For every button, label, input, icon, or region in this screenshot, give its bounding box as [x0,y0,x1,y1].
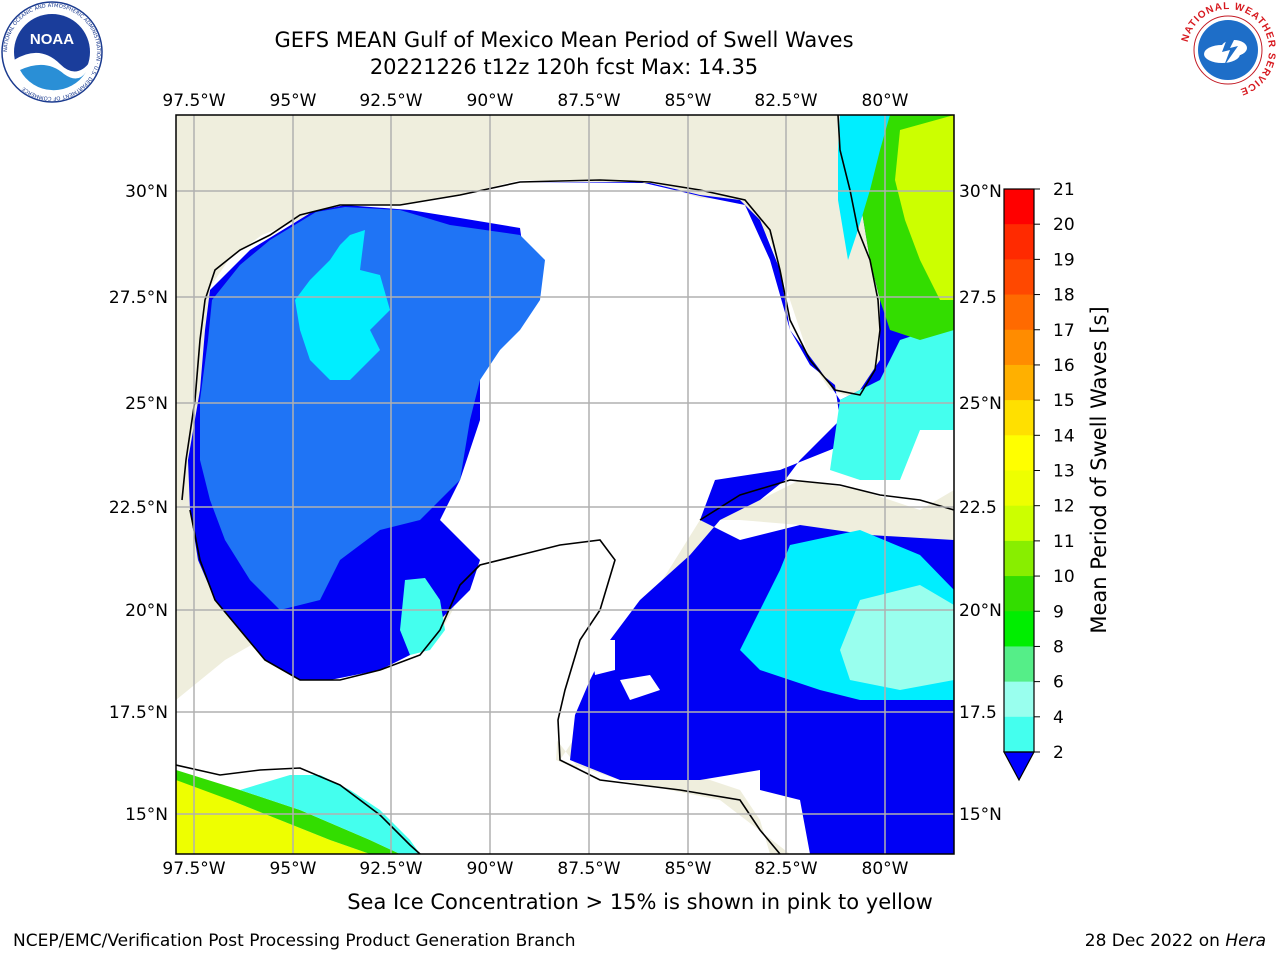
map-frame [175,114,955,855]
lat-label: 25°N [959,394,1002,414]
atlantic-yellow-green [895,115,954,300]
colorbar-tick-label: 4 [1053,708,1064,728]
colorbar-band [1004,611,1034,647]
lon-label: 87.5°W [557,859,620,879]
lon-label: 90°W [467,859,514,879]
atlantic-cyan-north [838,115,890,260]
colorbar-tick-label: 11 [1053,532,1075,552]
colorbar-band [1004,540,1034,577]
lon-label: 85°W [665,91,712,111]
colorbar-band [1004,646,1034,683]
colorbar-tick-label: 12 [1053,497,1075,517]
lat-label: 30°N [125,182,168,202]
colorbar-tick-label: 9 [1053,602,1064,622]
bay-cyan-plume [400,578,445,655]
lon-label: 92.5°W [359,91,422,111]
lon-label: 97.5°W [162,859,225,879]
colorbar-tick-label: 20 [1053,215,1075,235]
coastlines [176,115,954,854]
colorbar-band [1004,364,1034,401]
colorbar-tick-label: 13 [1053,462,1075,482]
colorbar-band [1004,681,1034,718]
caribbean-light-cyan [840,585,954,690]
lat-label: 17.5 [959,703,997,723]
colorbar-band [1004,329,1034,366]
lat-label: 27.5 [959,288,997,308]
colorbar-tick-label: 6 [1053,673,1064,693]
nws-logo: NATIONAL WEATHER SERVICE [1180,1,1276,98]
lon-labels-bottom: 97.5°W 95°W 92.5°W 90°W 87.5°W 85°W 82.5… [162,859,908,879]
lat-labels-left: 30°N 27.5°N 25°N 22.5°N 20°N 17.5°N 15°N [109,182,168,825]
lon-labels-top: 97.5°W 95°W 92.5°W 90°W 87.5°W 85°W 82.5… [162,91,908,111]
lat-label: 27.5°N [109,288,168,308]
lat-label: 20°N [959,601,1002,621]
lat-label: 22.5 [959,498,997,518]
producer-credit: NCEP/EMC/Verification Post Processing Pr… [13,931,576,951]
noaa-logo-text: NOAA [30,31,74,48]
graticule [176,115,954,854]
lon-label: 82.5°W [754,91,817,111]
colorbar-band [1004,189,1034,225]
lat-label: 22.5°N [109,498,168,518]
colorbar-tick-label: 17 [1053,321,1075,341]
lon-label: 95°W [270,91,317,111]
colorbar-tick-label: 18 [1053,286,1075,306]
lat-label: 30°N [959,182,1002,202]
colorbar-tick-label: 10 [1053,567,1075,587]
lat-label: 17.5°N [109,703,168,723]
colorbar-tick-label: 8 [1053,637,1064,657]
colorbar-tick-label: 21 [1053,180,1075,200]
colorbar-band [1004,400,1034,436]
colorbar-underflow-triangle [1002,751,1036,782]
lat-label: 15°N [125,805,168,825]
colorbar-bands [1004,189,1034,753]
western-gulf-mid-blue [200,207,545,610]
colorbar-band [1004,435,1034,471]
lon-label: 85°W [665,859,712,879]
colorbar-ticks: 21 20 19 18 17 16 15 14 13 12 11 10 9 8 6 4 2 [1034,180,1075,763]
map-area [176,115,954,854]
colorbar: 21 20 19 18 17 16 15 14 13 12 11 10 9 8 6 4 2 Mean Perio… [1002,180,1111,782]
colorbar-tick-label: 19 [1053,250,1075,270]
lon-label: 95°W [270,859,317,879]
colorbar-tick-label: 14 [1053,426,1075,446]
colorbar-label: Mean Period of Swell Waves [s] [1087,306,1111,633]
lon-label: 92.5°W [359,859,422,879]
colorbar-band [1004,505,1034,542]
lon-label: 80°W [862,91,909,111]
colorbar-tick-label: 16 [1053,356,1075,376]
map-title: GEFS MEAN Gulf of Mexico Mean Period of … [274,28,854,52]
lon-label: 90°W [467,91,514,111]
colorbar-tick-label: 15 [1053,391,1075,411]
lon-label: 87.5°W [557,91,620,111]
map-subtitle: 20221226 t12z 120h fcst Max: 14.35 [369,55,759,79]
colorbar-band [1004,470,1034,507]
pacific-yellow [176,775,370,854]
render-host: Hera [1225,931,1266,951]
lon-label: 82.5°W [754,859,817,879]
lat-label: 20°N [125,601,168,621]
noaa-logo: NOAA NATIONAL OCEANIC AND ATMOSPHERIC AD… [1,1,103,103]
western-gulf-cyan [295,230,390,380]
colorbar-band [1004,259,1034,296]
colorbar-band [1004,576,1034,612]
pacific-green [176,770,400,854]
colorbar-band [1004,224,1034,260]
sea-ice-note: Sea Ice Concentration > 15% is shown in … [347,890,933,914]
lon-label: 80°W [862,859,909,879]
render-date-text: 28 Dec 2022 on [1084,931,1226,951]
colorbar-band [1004,716,1034,753]
render-date: 28 Dec 2022 on Hera [1085,931,1266,951]
colorbar-tick-label: 2 [1053,743,1064,763]
lat-label: 25°N [125,394,168,414]
lat-label: 15°N [959,805,1002,825]
lon-label: 97.5°W [162,91,225,111]
colorbar-band [1004,294,1034,331]
atlantic-cyan-strip [830,330,954,480]
lat-labels-right: 30°N 27.5 25°N 22.5 20°N 17.5 15°N [959,182,1002,825]
